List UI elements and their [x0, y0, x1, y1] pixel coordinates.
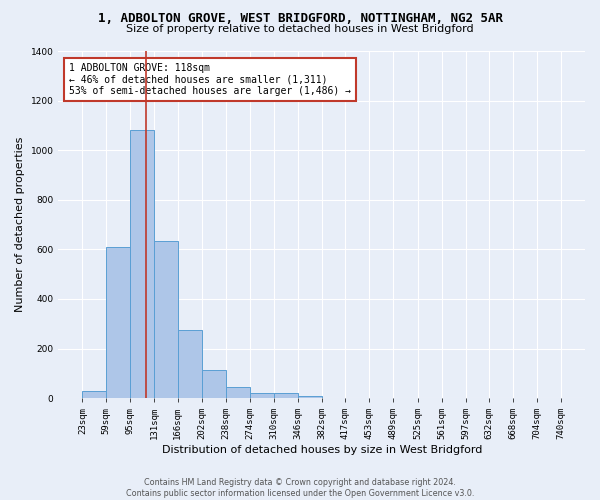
Bar: [106, 247, 130, 398]
Bar: [298, 396, 322, 398]
Bar: [154, 240, 178, 398]
X-axis label: Distribution of detached houses by size in West Bridgford: Distribution of detached houses by size …: [161, 445, 482, 455]
Bar: [274, 392, 298, 398]
Bar: [178, 330, 202, 398]
Text: Size of property relative to detached houses in West Bridgford: Size of property relative to detached ho…: [126, 24, 474, 34]
Text: Contains HM Land Registry data © Crown copyright and database right 2024.
Contai: Contains HM Land Registry data © Crown c…: [126, 478, 474, 498]
Bar: [82, 390, 106, 398]
Y-axis label: Number of detached properties: Number of detached properties: [15, 137, 25, 312]
Bar: [226, 387, 250, 398]
Bar: [250, 392, 274, 398]
Bar: [202, 370, 226, 398]
Text: 1, ADBOLTON GROVE, WEST BRIDGFORD, NOTTINGHAM, NG2 5AR: 1, ADBOLTON GROVE, WEST BRIDGFORD, NOTTI…: [97, 12, 503, 26]
Bar: [130, 130, 154, 398]
Text: 1 ADBOLTON GROVE: 118sqm
← 46% of detached houses are smaller (1,311)
53% of sem: 1 ADBOLTON GROVE: 118sqm ← 46% of detach…: [69, 63, 351, 96]
